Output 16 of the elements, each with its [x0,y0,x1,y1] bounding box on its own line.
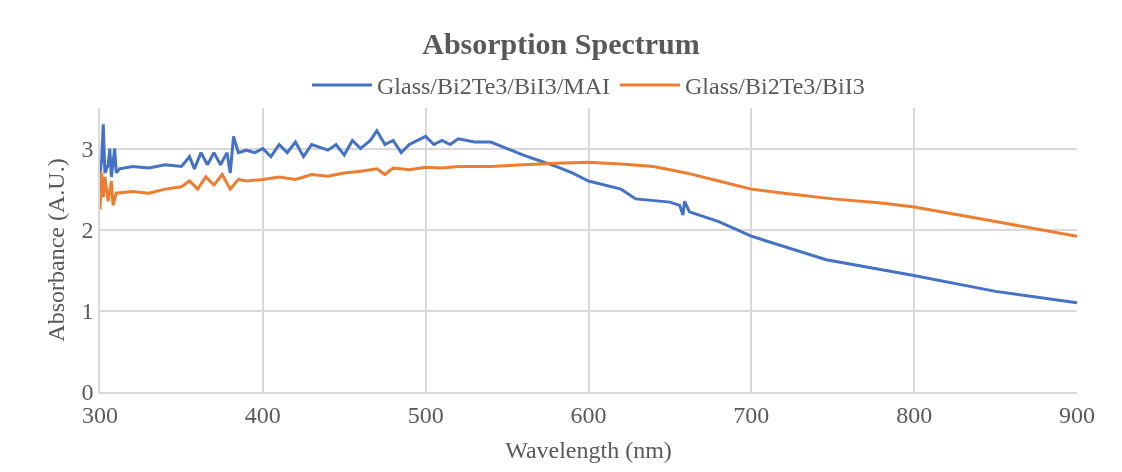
y-axis-title: Absorbance (A.U.) [43,158,70,342]
x-tick-label: 600 [570,401,607,428]
x-axis-title: Wavelength (nm) [505,437,672,464]
x-tick-label: 700 [733,401,770,428]
legend-label: Glass/Bi2Te3/BiI3 [684,73,865,100]
line-series [100,122,1077,305]
x-tick-label: 800 [896,401,933,428]
y-tick-label: 1 [81,298,94,325]
line-series [100,160,1077,238]
y-tick-label: 2 [81,217,94,244]
x-tick-label: 400 [244,401,281,428]
x-tick-label: 500 [407,401,444,428]
chart-title: Absorption Spectrum [422,27,700,61]
y-tick-label: 3 [81,135,94,162]
x-tick-label: 900 [1059,401,1095,428]
legend-label: Glass/Bi2Te3/BiI3/MAI [377,73,610,100]
